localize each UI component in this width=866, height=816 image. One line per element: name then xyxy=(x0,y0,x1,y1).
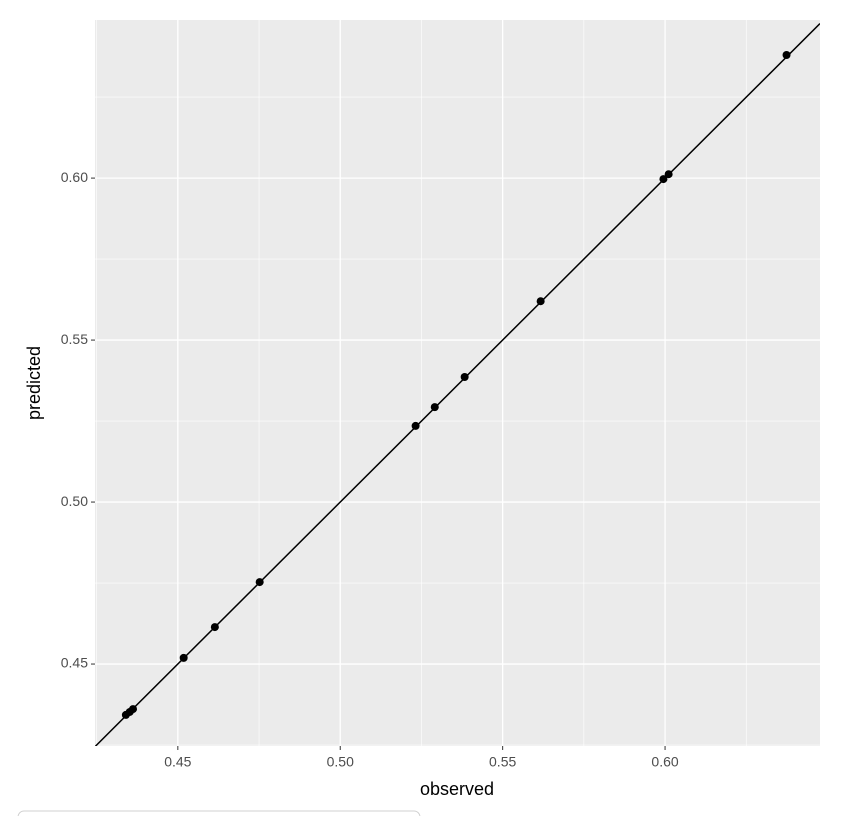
point xyxy=(255,578,264,587)
point xyxy=(664,170,673,179)
point xyxy=(129,705,138,714)
point xyxy=(210,623,219,632)
y-axis-title: predicted xyxy=(24,346,44,420)
y-tick-label: 0.60 xyxy=(61,169,88,185)
y-tick-label: 0.45 xyxy=(61,655,88,671)
input-box[interactable] xyxy=(17,810,421,816)
panel xyxy=(95,20,820,746)
y-tick-label: 0.55 xyxy=(61,331,88,347)
x-axis-title: observed xyxy=(420,779,494,799)
x-tick-label: 0.50 xyxy=(327,754,354,770)
point xyxy=(782,50,791,59)
y-tick-label: 0.50 xyxy=(61,493,88,509)
point xyxy=(179,653,188,662)
point xyxy=(430,403,439,412)
x-tick-label: 0.60 xyxy=(651,754,678,770)
point xyxy=(536,297,545,306)
panel-background xyxy=(95,20,820,746)
point xyxy=(411,421,420,430)
x-tick-label: 0.55 xyxy=(489,754,516,770)
point xyxy=(659,175,668,184)
x-tick-label: 0.45 xyxy=(164,754,191,770)
point xyxy=(460,373,469,382)
